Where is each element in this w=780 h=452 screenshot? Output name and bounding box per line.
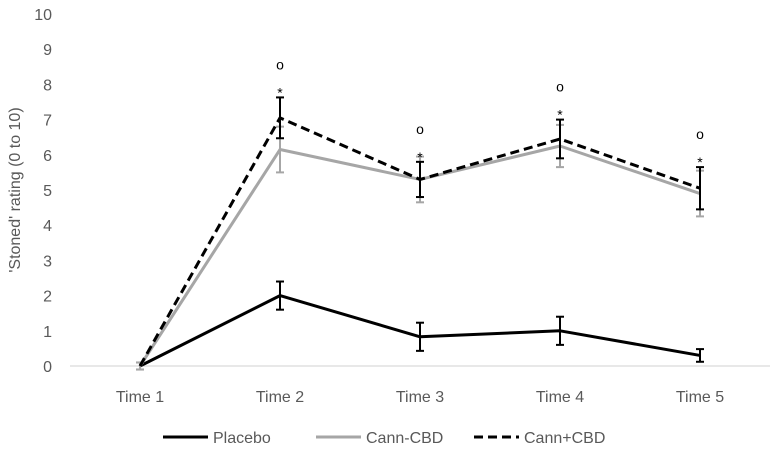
y-tick-label: 2 bbox=[43, 289, 52, 306]
x-tick-label: Time 5 bbox=[676, 389, 724, 406]
series-line bbox=[139, 294, 701, 368]
series-placebo bbox=[136, 280, 704, 371]
annotation-asterisk: * bbox=[417, 149, 423, 165]
y-tick-label: 3 bbox=[43, 253, 52, 270]
legend: Placebo Cann-CBD Cann+CBD bbox=[163, 430, 605, 447]
y-axis-title: 'Stoned' rating (0 to 10) bbox=[7, 107, 24, 272]
series-layer bbox=[136, 96, 704, 371]
annotation-asterisk: * bbox=[697, 154, 703, 170]
y-tick-label: 1 bbox=[43, 324, 52, 341]
annotation-circle: o bbox=[556, 79, 564, 95]
y-tick-label: 0 bbox=[43, 359, 52, 376]
x-tick-label: Time 4 bbox=[536, 389, 584, 406]
x-tick-label: Time 3 bbox=[396, 389, 444, 406]
y-tick-label: 7 bbox=[43, 113, 52, 130]
x-tick-label: Time 2 bbox=[256, 389, 304, 406]
annotation-circle: o bbox=[416, 121, 424, 137]
y-tick-label: 4 bbox=[43, 218, 52, 235]
y-axis-ticks: 0 1 2 3 4 5 6 7 8 9 10 bbox=[34, 7, 52, 376]
significance-annotations: o * o * o * o * bbox=[276, 56, 704, 170]
legend-label: Cann+CBD bbox=[524, 430, 605, 447]
series-line bbox=[138, 116, 701, 367]
annotation-asterisk: * bbox=[557, 107, 563, 123]
error-bar bbox=[556, 118, 564, 160]
legend-label: Cann-CBD bbox=[366, 430, 443, 447]
y-tick-label: 8 bbox=[43, 77, 52, 94]
legend-item: Cann+CBD bbox=[474, 430, 605, 447]
legend-item: Cann-CBD bbox=[316, 430, 443, 447]
x-tick-label: Time 1 bbox=[116, 389, 164, 406]
legend-label: Placebo bbox=[213, 430, 271, 447]
annotation-asterisk: * bbox=[277, 84, 283, 100]
annotation-circle: o bbox=[276, 56, 284, 72]
series-cann-cbd bbox=[138, 96, 704, 367]
y-tick-label: 5 bbox=[43, 183, 52, 200]
x-axis-ticks: Time 1 Time 2 Time 3 Time 4 Time 5 bbox=[116, 389, 724, 406]
legend-item: Placebo bbox=[163, 430, 271, 447]
annotation-circle: o bbox=[696, 126, 704, 142]
y-tick-label: 9 bbox=[43, 42, 52, 59]
y-tick-label: 10 bbox=[34, 7, 52, 24]
y-tick-label: 6 bbox=[43, 148, 52, 165]
